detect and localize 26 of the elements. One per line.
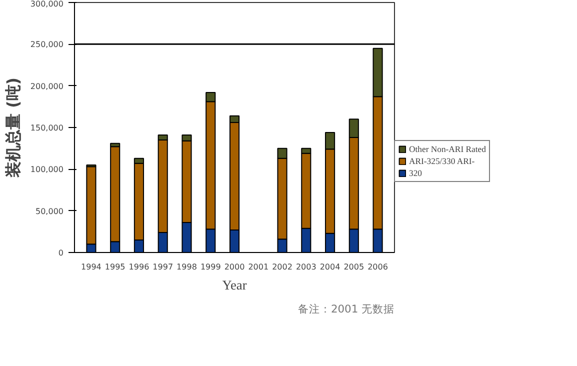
x-tick-label: 1996 [128,262,150,272]
y-tick-label: 200,000 [30,82,64,91]
y-tick-label: 300,000 [30,0,64,8]
y-axis-title: 装机总量 (吨) [3,77,22,179]
y-tick-label: 0 [58,248,64,258]
x-tick-label: 1994 [81,262,102,272]
x-tick-label: 2003 [296,262,316,272]
x-tick-label: 1999 [200,262,221,272]
y-tick-label: 250,000 [30,40,64,50]
x-tick-label: 2002 [272,262,292,272]
x-tick-label: 2004 [320,262,340,272]
text: 备注：2001 无数据 [298,302,395,316]
x-tick-label: 2005 [344,262,364,272]
x-tick-label: 1998 [176,262,197,272]
legend-label: ARI-325/330 ARI- [409,156,475,166]
x-tick-label: 2000 [224,262,245,272]
y-tick-label: 50,000 [36,206,64,216]
legend-label: 320 [409,168,423,178]
x-tick-label: 2001 [248,262,269,272]
x-tick-label: 2006 [368,262,388,272]
y-tick-label: 150,000 [30,124,64,132]
x-axis-title: Year [222,278,248,292]
x-tick-label: 1997 [152,262,174,272]
legend-label: Other Non-ARI Rated [409,144,486,154]
x-tick-label: 1995 [104,262,126,272]
y-tick-label: 100,000 [30,165,64,174]
